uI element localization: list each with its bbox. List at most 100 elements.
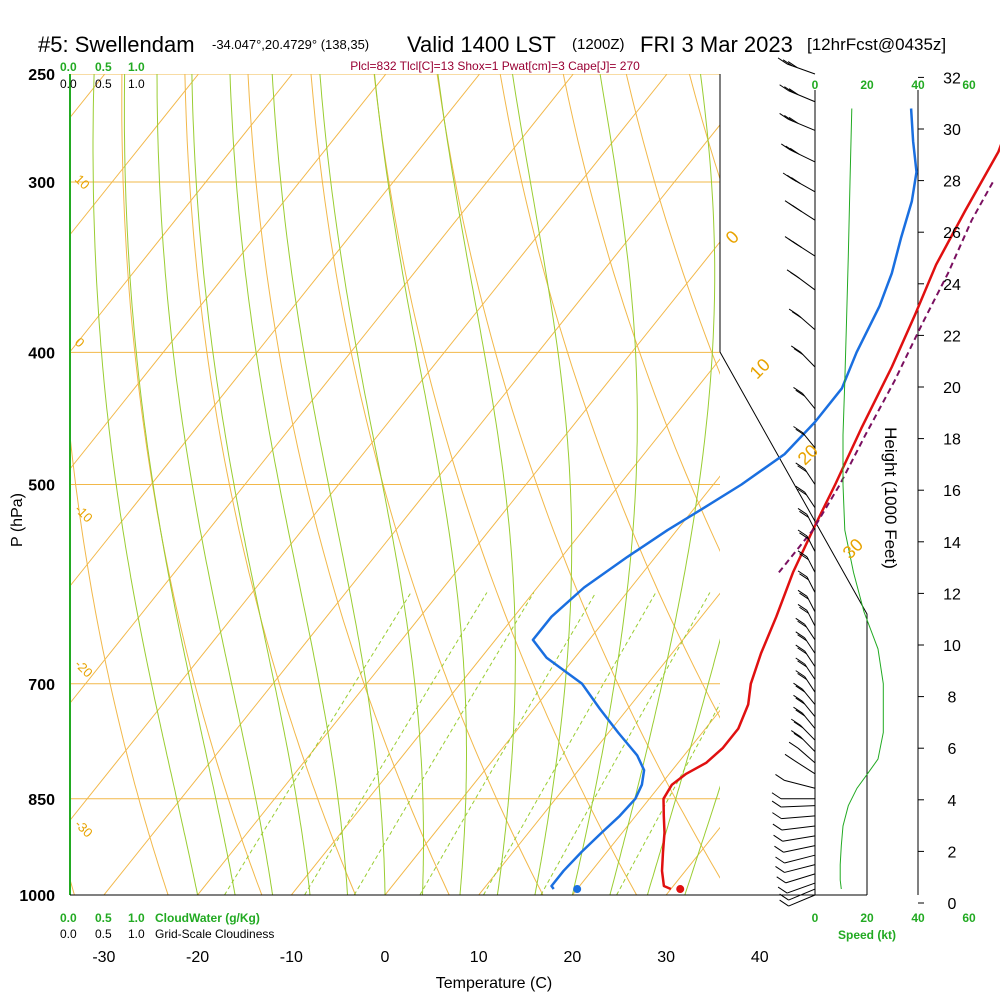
wind-barb-flag <box>788 308 799 316</box>
moist-adiabat-4 <box>319 74 424 895</box>
height-tick-16: 16 <box>943 483 961 500</box>
isotherm-label-10: 10 <box>746 355 774 383</box>
wind-barb-flag <box>793 387 803 394</box>
wind-barb-flag <box>797 550 808 558</box>
wind-barb-10 <box>771 800 816 808</box>
wind-barb-flag <box>793 721 804 729</box>
speed-bottom-3: 60 <box>962 911 976 925</box>
wind-barb-flag <box>788 116 799 124</box>
temperature-tick-40: 40 <box>751 949 769 966</box>
mixing-ratio-8 <box>483 592 657 895</box>
wind-barb-flag <box>793 732 804 740</box>
wind-barb-flag <box>795 617 806 625</box>
pressure-tick-1000: 1000 <box>19 888 55 905</box>
mixing-ratio-label-12: 12 <box>537 901 556 920</box>
wind-barb-29 <box>797 529 816 552</box>
pressure-tick-500: 500 <box>28 478 55 495</box>
wind-barb-staff <box>788 888 816 901</box>
wind-barb-flag <box>773 834 783 842</box>
height-tick-28: 28 <box>943 174 961 191</box>
pressure-tick-700: 700 <box>28 677 55 694</box>
wind-barb-28 <box>797 550 816 573</box>
series-dewpoint <box>531 108 918 890</box>
x-axis-title: Temperature (C) <box>436 975 552 992</box>
wind-barb-36 <box>788 308 816 331</box>
wind-barb-flag <box>795 428 806 436</box>
wind-barb-flag <box>779 899 789 907</box>
temperature-tick-30: 30 <box>657 949 675 966</box>
series-temperature <box>660 143 1000 891</box>
wind-barb-flag <box>797 570 808 578</box>
wind-barb-flag <box>799 553 809 561</box>
y-axis-title: P (hPa) <box>9 493 26 547</box>
wind-barb-flag <box>788 741 799 749</box>
cloud-scale-bottom-black-2: 1.0 <box>128 927 145 941</box>
isotherm-label-30: 30 <box>839 535 867 563</box>
wind-barb-staff <box>784 779 816 789</box>
wind-barb-staff <box>785 873 816 884</box>
pressure-tick-250: 250 <box>28 67 55 84</box>
moist-adiabat-24 <box>609 74 716 895</box>
wind-barb-flag <box>799 592 809 600</box>
moist-adiabat--8 <box>191 74 311 895</box>
wind-barb-flag <box>774 845 784 853</box>
wind-barb-24 <box>795 617 816 641</box>
isotherm--30 <box>103 124 720 895</box>
wind-barb-flag <box>797 604 808 611</box>
wind-barb-flag <box>790 730 801 737</box>
dry-adiabat-label--30: -30 <box>72 817 96 841</box>
wind-barb-flag <box>779 84 789 92</box>
mixing-ratio-label-3: 3 <box>353 904 368 918</box>
dry-adiabat-400 <box>995 50 1000 924</box>
wind-barbs <box>771 57 816 907</box>
isotherm--90 <box>70 74 199 236</box>
wind-barb-34 <box>793 387 816 410</box>
wind-barb-staff <box>793 759 816 775</box>
height-tick-30: 30 <box>943 122 961 139</box>
pressure-tick-850: 850 <box>28 792 55 809</box>
speed-top-black-1: 20 <box>860 78 874 92</box>
wind-barb-flag <box>790 718 801 726</box>
wind-barb-flag <box>797 508 808 515</box>
wind-barb-staff <box>788 894 816 907</box>
wind-barb-19 <box>793 682 816 705</box>
dry-adiabat-290 <box>310 74 544 895</box>
cloud-scale-bottom-black-1: 0.5 <box>95 927 112 941</box>
speed-top-green-3: 60 <box>962 78 976 92</box>
height-tick-14: 14 <box>943 535 961 552</box>
utc-time: (1200Z) <box>572 36 625 53</box>
wind-barb-38 <box>784 236 816 257</box>
dry-adiabat-300 <box>373 74 638 895</box>
isotherm--40 <box>70 74 668 822</box>
wind-barb-flag <box>775 856 785 864</box>
wind-barb-flag <box>790 345 801 353</box>
wind-barb-flag <box>771 792 782 800</box>
moist-adiabat--20 <box>92 74 199 895</box>
wind-barb-staff <box>782 835 816 842</box>
height-axis-title: Height (1000 Feet) <box>881 427 900 569</box>
wind-barb-22 <box>795 644 816 667</box>
wind-barb-flag <box>777 886 788 894</box>
height-tick-24: 24 <box>943 277 961 294</box>
cloud-scale-top-green-1: 0.5 <box>95 60 112 74</box>
wind-barb-flag <box>772 812 782 820</box>
wind-barb-flag <box>797 465 807 473</box>
wind-barb-39 <box>784 200 816 221</box>
wind-barb-23 <box>795 631 816 654</box>
wind-barb-41 <box>781 143 816 163</box>
dry-adiabat-330 <box>562 74 720 553</box>
wind-barb-flag <box>797 589 808 597</box>
cloud-scale-bottom-green-2: 1.0 <box>128 911 145 925</box>
wind-barb-flag <box>797 660 807 668</box>
wind-barb-flag <box>795 644 806 652</box>
height-tick-18: 18 <box>943 432 961 449</box>
moist-adiabat--16 <box>123 74 236 895</box>
dry-adiabat-label--20: -20 <box>72 657 96 681</box>
height-tick-26: 26 <box>943 225 961 242</box>
cloud-water-label: CloudWater (g/Kg) <box>155 911 260 925</box>
wind-barb-37 <box>786 269 816 291</box>
wind-barb-9 <box>772 812 816 820</box>
mixing-ratio-2 <box>304 592 488 895</box>
cloud-scale-bottom-green-1: 0.5 <box>95 911 112 925</box>
